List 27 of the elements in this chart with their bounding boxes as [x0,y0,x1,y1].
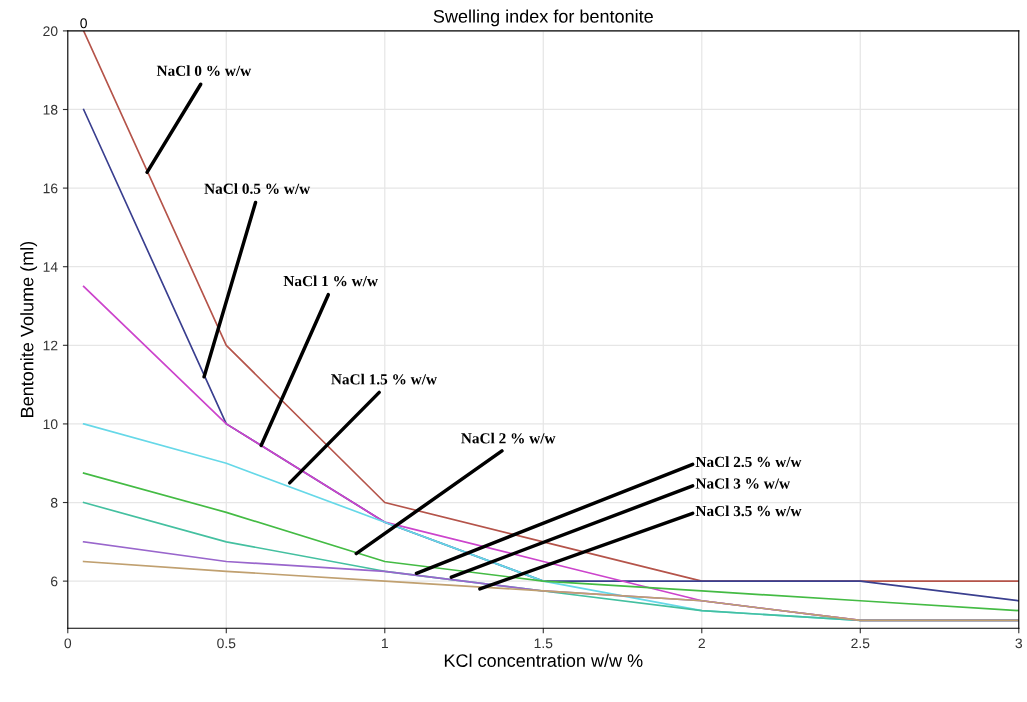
x-tick-label: 1 [381,638,388,649]
annotation: NaCl 0 % w/w [156,65,252,77]
annotation: NaCl 2 % w/w [461,432,556,444]
annotation: 0 [80,18,87,29]
x-tick-label: 1.5 [534,638,553,649]
x-tick-label: 0.5 [217,638,236,649]
x-tick-label: 2 [698,638,705,649]
annotation: NaCl 0.5 % w/w [204,183,311,194]
x-tick-label: 0 [64,638,72,649]
chart-title: Swelling index for bentonite [433,9,653,27]
annotation: NaCl 2.5 % w/w [695,456,802,468]
y-tick-label: 10 [43,419,58,430]
annotation: NaCl 3.5 % w/w [695,505,802,517]
y-tick-label: 18 [43,104,58,115]
x-tick-label: 3 [1015,638,1023,649]
annotation: NaCl 3 % w/w [695,477,790,489]
x-tick-label: 2.5 [851,638,870,649]
y-tick-label: 14 [43,262,58,272]
x-axis-title: KCl concentration w/w % [444,653,643,667]
y-tick-label: 16 [43,183,58,194]
y-tick-label: 12 [43,340,58,351]
y-tick-label: 20 [43,26,58,37]
y-axis-title: Bentonite Volume (ml) [20,241,38,417]
annotation: NaCl 1 % w/w [283,275,378,287]
annotation: NaCl 1.5 % w/w [331,373,437,385]
y-tick-label: 6 [51,576,58,587]
y-tick-label: 8 [50,497,58,508]
